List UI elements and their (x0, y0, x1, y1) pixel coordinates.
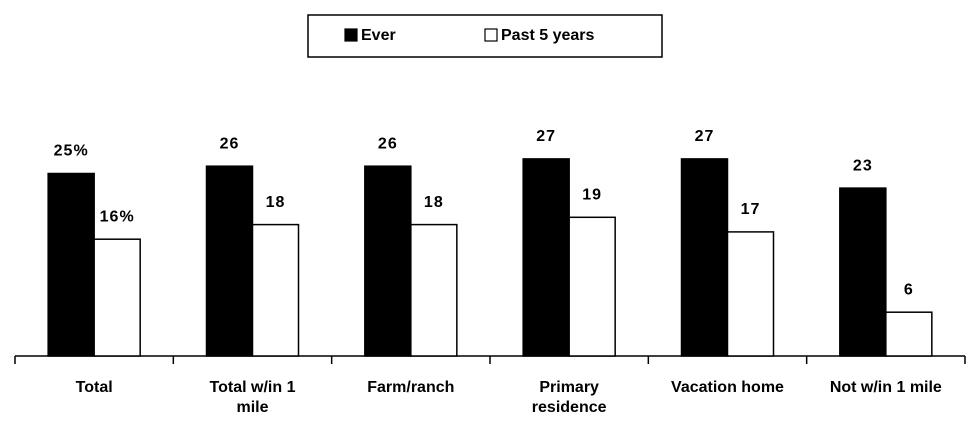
bar (726, 231, 775, 357)
x-tick-label: Total w/in 1 mile (209, 379, 296, 416)
bar (251, 223, 300, 357)
data-label: 17 (741, 201, 761, 218)
x-tick-label: Total (75, 379, 113, 396)
bar (885, 311, 933, 357)
data-label: 26 (220, 135, 240, 152)
x-tick-label: Primary residence (531, 379, 607, 416)
legend-swatch (344, 28, 358, 42)
x-tick-label: Farm/ranch (367, 379, 455, 396)
x-tick-label: Vacation home (671, 379, 784, 396)
bar (410, 223, 458, 357)
bar (205, 165, 254, 357)
legend-label: Ever (361, 27, 396, 44)
legend-label: Past 5 years (501, 27, 595, 44)
bar (680, 158, 729, 357)
x-tick-label-box: Total (75, 379, 113, 396)
bar (364, 165, 412, 357)
data-label: 26 (378, 135, 398, 152)
x-tick-label-box: Primary residence (531, 379, 607, 416)
data-label: 6 (904, 281, 914, 298)
bar (93, 238, 141, 357)
data-label: 18 (424, 194, 444, 211)
bar (839, 187, 887, 357)
data-label: 19 (582, 187, 602, 204)
x-tick-label-box: Not w/in 1 mile (829, 379, 942, 396)
data-label: 16% (100, 208, 135, 225)
data-label: 27 (695, 128, 715, 145)
legend-swatch (484, 28, 498, 42)
data-label: 27 (536, 128, 556, 145)
bar (522, 158, 570, 357)
data-label: 18 (266, 194, 286, 211)
x-tick-label: Not w/in 1 mile (829, 379, 942, 396)
x-tick-label-box: Total w/in 1 mile (209, 379, 296, 416)
data-label: 23 (853, 157, 873, 174)
data-label: 25% (54, 143, 89, 160)
bar (568, 216, 616, 357)
x-tick-label-box: Farm/ranch (367, 379, 455, 396)
x-tick-label-box: Vacation home (671, 379, 784, 396)
bar (47, 172, 95, 357)
